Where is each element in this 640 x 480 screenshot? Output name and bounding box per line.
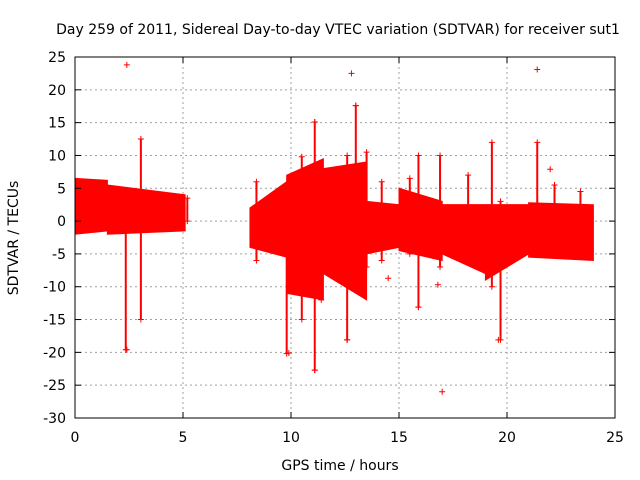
data-point xyxy=(298,153,305,160)
data-point xyxy=(439,388,446,395)
data-point xyxy=(253,178,260,185)
data-band xyxy=(286,157,324,301)
y-tick-label: -20 xyxy=(43,345,66,361)
data-point xyxy=(348,70,355,77)
y-tick-label: -25 xyxy=(43,378,66,394)
data-point xyxy=(497,198,504,205)
data-point xyxy=(311,118,318,125)
data-point xyxy=(406,250,413,257)
x-tick-label: 15 xyxy=(390,430,408,446)
data-point xyxy=(311,367,318,374)
y-tick-label: 25 xyxy=(48,50,66,66)
data-point xyxy=(285,350,292,357)
data-point xyxy=(378,178,385,185)
data-point xyxy=(283,211,290,218)
y-tick-label: 15 xyxy=(48,116,66,132)
y-tick-label: -30 xyxy=(43,411,66,427)
y-tick-label: -10 xyxy=(43,280,66,296)
data-point xyxy=(406,175,413,182)
y-tick-label: 20 xyxy=(48,83,66,99)
data-point xyxy=(298,316,305,323)
data-band xyxy=(366,200,400,255)
data-point xyxy=(437,152,444,159)
x-tick-label: 0 xyxy=(71,430,80,446)
x-tick-label: 25 xyxy=(606,430,624,446)
x-tick-label: 10 xyxy=(282,430,300,446)
data-band xyxy=(528,202,594,261)
data-point xyxy=(344,152,351,159)
data-series xyxy=(74,61,594,395)
data-point xyxy=(184,218,191,225)
data-point xyxy=(465,257,472,264)
data-point xyxy=(137,136,144,143)
data-point xyxy=(385,275,392,282)
data-point xyxy=(534,139,541,146)
y-tick-label: -15 xyxy=(43,313,66,329)
x-tick-label: 20 xyxy=(498,430,516,446)
data-point xyxy=(547,166,554,173)
data-point xyxy=(352,283,359,290)
x-axis-label: GPS time / hours xyxy=(281,458,398,474)
data-point xyxy=(253,257,260,264)
data-point xyxy=(437,264,444,271)
data-point xyxy=(122,191,129,198)
data-point xyxy=(318,296,325,303)
data-point xyxy=(488,139,495,146)
data-band xyxy=(106,184,186,235)
data-band xyxy=(398,187,443,262)
data-point xyxy=(551,244,558,251)
y-tick-label: 5 xyxy=(57,181,66,197)
x-tick-label: 5 xyxy=(179,430,188,446)
data-point xyxy=(577,250,584,257)
data-point xyxy=(551,181,558,188)
chart-title: Day 259 of 2011, Sidereal Day-to-day VTE… xyxy=(56,22,620,38)
data-point xyxy=(577,188,584,195)
data-point xyxy=(123,346,130,353)
data-point xyxy=(534,244,541,251)
data-point xyxy=(434,281,441,288)
data-point xyxy=(123,61,130,68)
data-point xyxy=(352,102,359,109)
data-point xyxy=(318,172,325,179)
data-point xyxy=(415,152,422,159)
data-point xyxy=(465,172,472,179)
y-tick-labels: 25 20 15 10 5 0 -5 -10 -15 -20 -25 -30 xyxy=(43,50,66,427)
data-point xyxy=(534,66,541,73)
data-band xyxy=(74,177,108,235)
data-point xyxy=(363,264,370,271)
x-tick-labels: 0 5 10 15 20 25 xyxy=(71,430,624,446)
y-tick-label: 10 xyxy=(48,148,66,164)
y-tick-label: 0 xyxy=(57,214,66,230)
tick-marks xyxy=(74,56,616,419)
data-point xyxy=(415,304,422,311)
y-axis-label: SDTVAR / TECUs xyxy=(6,181,22,296)
data-point xyxy=(344,336,351,343)
data-point xyxy=(378,257,385,264)
plot-frame xyxy=(74,56,616,419)
data-point xyxy=(363,149,370,156)
y-tick-label: -5 xyxy=(52,247,66,263)
data-point xyxy=(184,195,191,202)
data-point xyxy=(488,283,495,290)
data-point xyxy=(137,316,144,323)
data-point xyxy=(495,336,502,343)
